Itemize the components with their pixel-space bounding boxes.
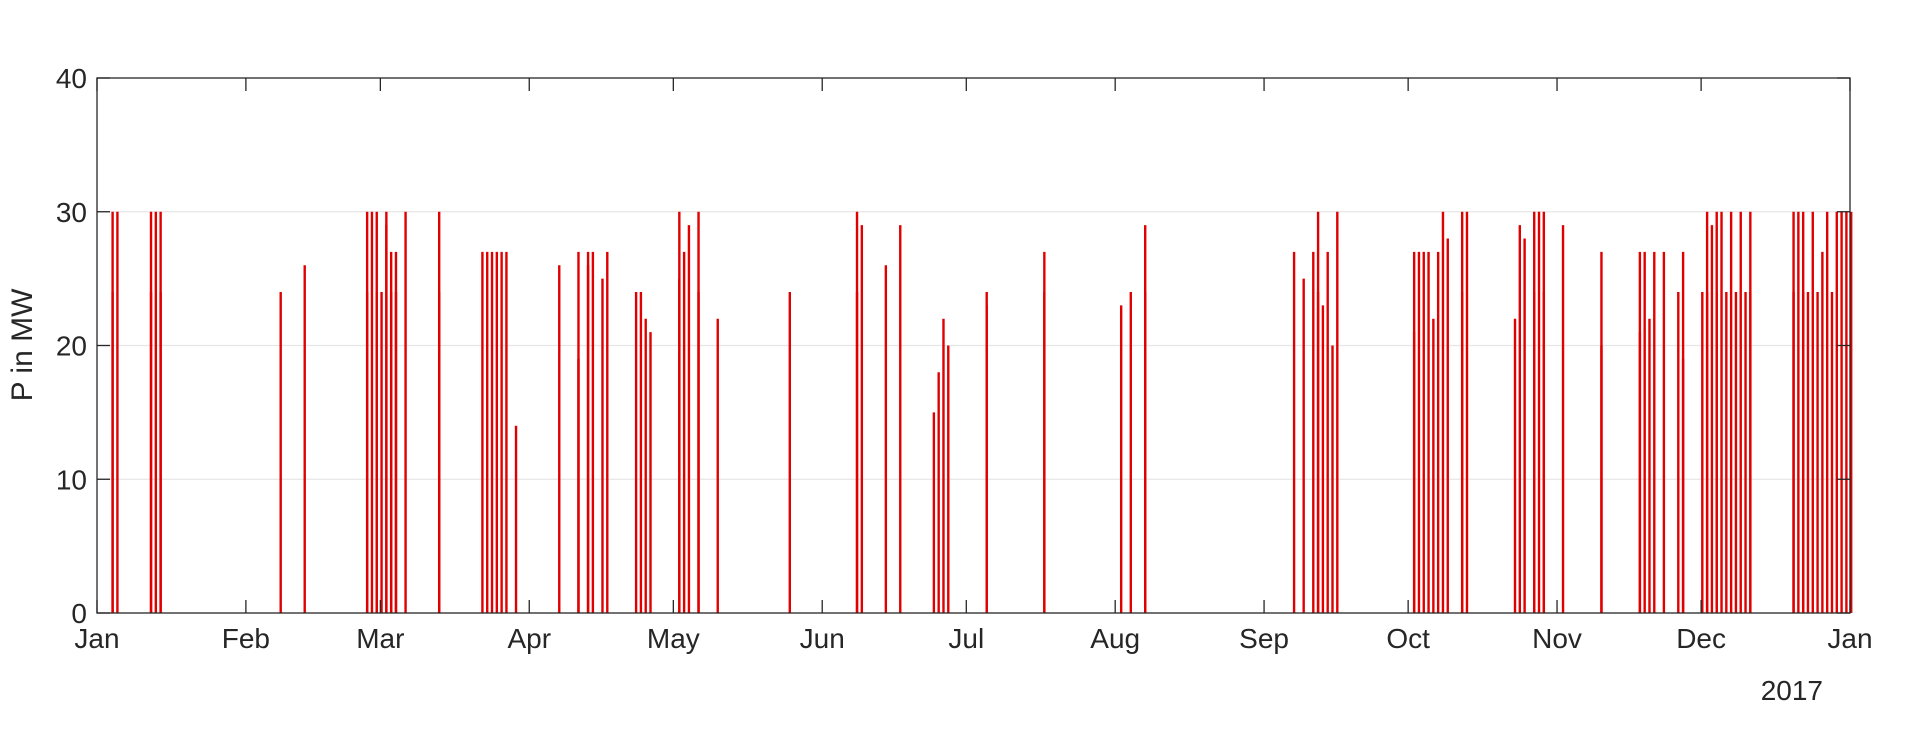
x-tick-label: Dec [1676,623,1726,654]
grid-lines [97,211,1850,480]
tick-labels: 0 10 20 30 40 Jan Feb Mar Apr May Jun Jul Aug Sep Oct N… [56,63,1873,654]
axes [96,77,1851,614]
y-tick-label: 30 [56,197,87,228]
x-tick-label: Mar [356,623,404,654]
x-tick-label: Feb [222,623,270,654]
x-tick-label: Sep [1239,623,1289,654]
y-tick-label: 0 [71,598,87,629]
x-tick-label: Apr [507,623,551,654]
x-tick-label: May [647,623,700,654]
x-tick-label: Oct [1386,623,1430,654]
year-label: 2017 [1761,675,1823,706]
x-tick-label: Aug [1090,623,1140,654]
x-tick-label: Jul [948,623,984,654]
y-axis-label: P in MW [6,288,39,401]
x-tick-label: Jan [74,623,119,654]
x-tick-label: Jun [800,623,845,654]
x-tick-label: Jan [1827,623,1872,654]
power-bars [111,211,1853,613]
y-tick-label: 40 [56,63,87,94]
y-tick-label: 20 [56,331,87,362]
x-tick-label: Nov [1532,623,1582,654]
y-tick-label: 10 [56,464,87,495]
